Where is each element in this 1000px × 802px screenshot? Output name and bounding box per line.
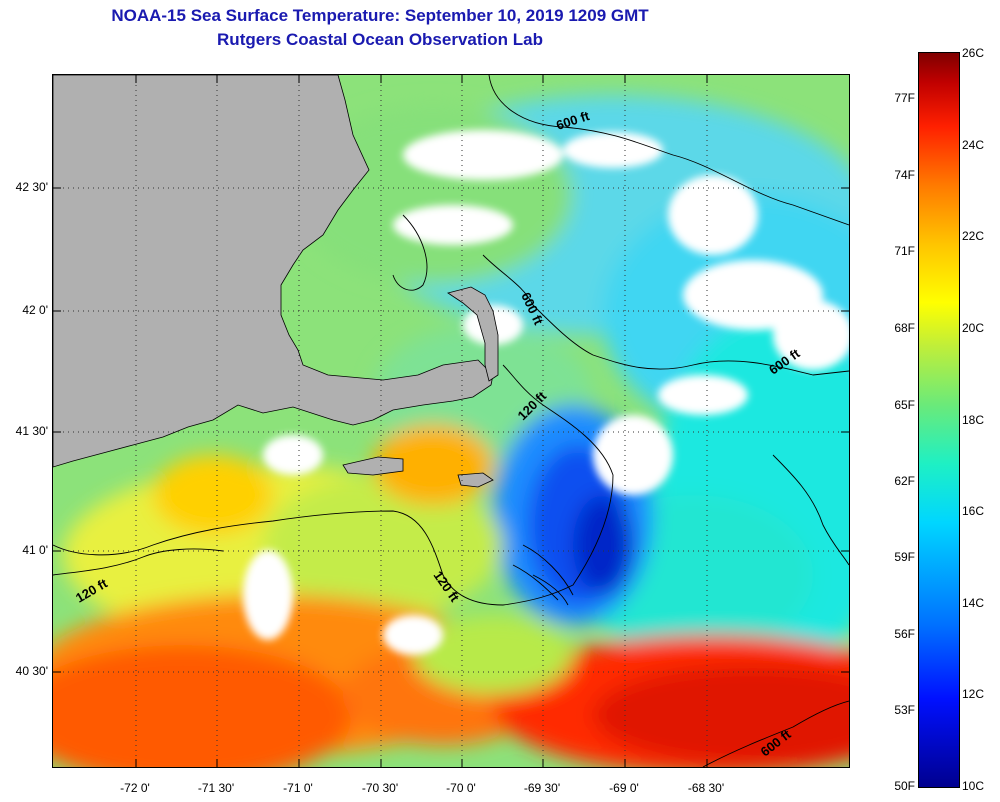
lat-label-41-30: 41 30'	[15, 424, 48, 438]
colorbar-f-59: 59F	[894, 550, 915, 564]
colorbar-f-62: 62F	[894, 474, 915, 488]
colorbar-c-24: 24C	[962, 138, 985, 152]
contour-600ft-north	[488, 75, 849, 226]
colorbar-f-50: 50F	[894, 779, 915, 793]
colorbar-f-68: 68F	[894, 321, 915, 335]
colorbar-c-20: 20C	[962, 321, 985, 335]
map-title: NOAA-15 Sea Surface Temperature: Septemb…	[111, 6, 649, 25]
contour-600ft-south	[702, 700, 849, 767]
lon-label-68-30: -68 30'	[687, 781, 725, 795]
island-marthas-vineyard	[342, 456, 404, 476]
lon-label-71-0: -71 0'	[283, 781, 313, 795]
contour-120ft-west	[53, 548, 224, 576]
lat-label-42-30: 42 30'	[15, 180, 48, 194]
cape-cod	[447, 286, 499, 382]
lon-label-69-30: -69 30'	[523, 781, 561, 795]
graticule	[53, 75, 849, 767]
frame-ticks	[53, 75, 849, 767]
island-nantucket	[457, 472, 494, 488]
contour-east	[772, 454, 849, 566]
temperature-colorbar	[918, 52, 960, 788]
colorbar-c-12: 12C	[962, 687, 985, 701]
colorbar-c-26: 26C	[962, 46, 985, 60]
sst-map-canvas: 600 ft 600 ft 600 ft 120 ft 120 ft 120 f…	[53, 75, 849, 767]
colorbar-f-65: 65F	[894, 398, 915, 412]
contour-georges	[392, 214, 428, 291]
colorbar-c-16: 16C	[962, 504, 985, 518]
lon-label-69-0: -69 0'	[609, 781, 639, 795]
lon-label-70-0: -70 0'	[446, 781, 476, 795]
contour-shoals	[512, 544, 574, 606]
lat-label-42-0: 42 0'	[22, 303, 48, 317]
colorbar-f-56: 56F	[894, 627, 915, 641]
sst-map: 600 ft 600 ft 600 ft 120 ft 120 ft 120 f…	[52, 74, 850, 768]
lon-label-70-30: -70 30'	[361, 781, 399, 795]
colorbar-c-10: 10C	[962, 779, 985, 793]
lon-label-71-30: -71 30'	[197, 781, 235, 795]
colorbar-c-14: 14C	[962, 596, 985, 610]
lat-label-41-0: 41 0'	[22, 543, 48, 557]
contour-600ft-cape	[482, 254, 849, 376]
lon-label-72-0: -72 0'	[120, 781, 150, 795]
colorbar-f-74: 74F	[894, 168, 915, 182]
lat-label-40-30: 40 30'	[15, 664, 48, 678]
bathymetry-contours	[53, 75, 849, 767]
colorbar-c-22: 22C	[962, 229, 985, 243]
colorbar-f-77: 77F	[894, 91, 915, 105]
contour-120ft-south	[53, 364, 614, 606]
colorbar-c-18: 18C	[962, 413, 985, 427]
colorbar-f-71: 71F	[894, 244, 915, 258]
map-subtitle: Rutgers Coastal Ocean Observation Lab	[217, 30, 543, 49]
colorbar-f-53: 53F	[894, 703, 915, 717]
